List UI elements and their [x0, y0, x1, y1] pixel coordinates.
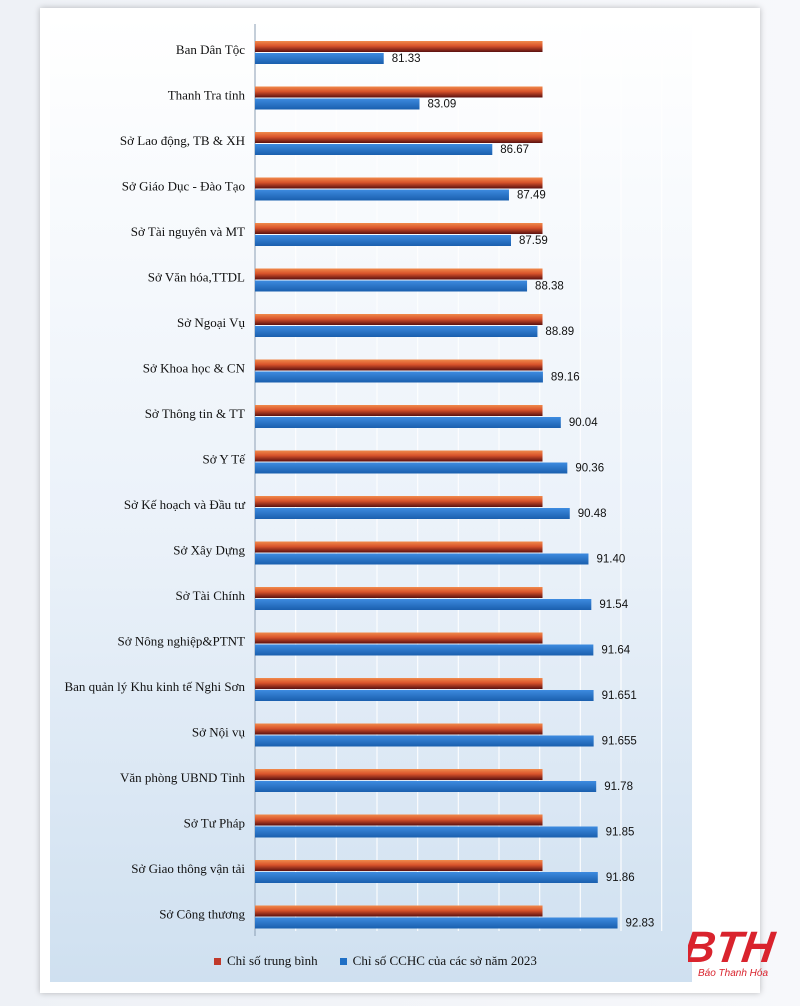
bar-index — [255, 326, 538, 337]
category-label: Sở Xây Dựng — [173, 543, 245, 558]
legend-label-index: Chỉ số CCHC của các sở năm 2023 — [352, 953, 537, 968]
chart-panel: Ban Dân Tộc 81.33 Thanh Tra tỉnh 83.09 Sở La… — [50, 16, 692, 982]
data-label: 91.54 — [599, 599, 628, 611]
bar-index — [255, 781, 597, 792]
category-label: Sở Kế hoạch và Đầu tư — [124, 497, 246, 512]
category-label: Ban quản lý Khu kinh tế Nghi Sơn — [64, 679, 245, 694]
data-label: 90.48 — [578, 508, 607, 520]
category-label: Sở Ngoại Vụ — [177, 315, 246, 330]
bar-index — [255, 917, 618, 929]
legend-label-average: Chỉ số trung bình — [227, 953, 318, 968]
bar-index — [255, 53, 384, 64]
category-label: Sở Lao động, TB & XH — [120, 133, 245, 148]
category-label: Sở Nội vụ — [192, 725, 246, 740]
bar-average — [255, 496, 543, 507]
legend-item-index: Chỉ số CCHC của các sở năm 2023 — [339, 953, 537, 969]
legend-item-average: Chỉ số trung bình — [214, 953, 318, 969]
data-label: 91.40 — [596, 554, 625, 566]
bar-index — [255, 144, 493, 155]
bar-index — [255, 98, 420, 110]
bar-average — [255, 405, 543, 416]
bar-average — [255, 860, 543, 871]
data-label: 88.89 — [545, 326, 574, 338]
category-label: Sở Thông tin & TT — [145, 406, 245, 421]
bar-average — [255, 86, 543, 98]
bar-average — [255, 814, 543, 826]
logo-subtext: Báo Thanh Hóa — [698, 968, 768, 979]
bar-average — [255, 314, 543, 325]
data-label: 91.86 — [606, 872, 635, 884]
bar-index — [255, 735, 594, 747]
data-label: 87.49 — [517, 190, 546, 202]
bar-index — [255, 553, 589, 565]
data-label: 90.04 — [569, 417, 598, 429]
category-label: Sở Giao thông vận tải — [131, 861, 245, 876]
bth-logo: BTH Báo Thanh Hóa — [688, 923, 778, 979]
bar-index — [255, 189, 509, 201]
bar-index — [255, 462, 568, 474]
data-label: 92.83 — [626, 918, 655, 930]
category-label: Sở Công thương — [159, 907, 245, 922]
logo-text: BTH — [688, 923, 778, 972]
bar-average — [255, 132, 543, 143]
bar-index — [255, 599, 592, 610]
bar-average — [255, 587, 543, 598]
category-label: Ban Dân Tộc — [176, 42, 245, 57]
bar-average — [255, 223, 543, 234]
category-label: Sở Tài nguyên và MT — [131, 224, 245, 239]
bar-index — [255, 235, 511, 246]
bar-average — [255, 769, 543, 780]
bar-average — [255, 450, 543, 462]
bar-index — [255, 280, 528, 292]
data-label: 86.67 — [500, 144, 529, 156]
category-label: Sở Khoa học & CN — [143, 361, 246, 376]
bar-average — [255, 359, 543, 371]
bar-average — [255, 41, 543, 52]
bar-index — [255, 371, 543, 383]
data-label: 91.651 — [602, 690, 637, 702]
category-label: Sở Giáo Dục - Đào Tạo — [122, 179, 245, 194]
data-label: 91.85 — [606, 827, 635, 839]
bar-average — [255, 723, 543, 735]
category-label: Sở Y Tế — [202, 452, 246, 467]
data-label: 87.59 — [519, 235, 548, 247]
category-label: Thanh Tra tỉnh — [168, 88, 246, 103]
bar-chart: Ban Dân Tộc 81.33 Thanh Tra tỉnh 83.09 Sở La… — [64, 24, 663, 936]
category-label: Văn phòng UBND Tỉnh — [120, 770, 246, 785]
data-label: 91.64 — [601, 645, 630, 657]
data-label: 91.78 — [604, 781, 633, 793]
chart-legend: Chỉ số trung bình Chỉ số CCHC của các sở… — [214, 953, 537, 969]
data-label: 83.09 — [427, 99, 456, 111]
bar-index — [255, 508, 570, 519]
legend-swatch-index — [339, 957, 347, 965]
category-label: Sở Nông nghiệp&PTNT — [118, 634, 246, 649]
data-label: 90.36 — [575, 463, 604, 475]
bar-index — [255, 644, 594, 656]
category-label: Sở Tư Pháp — [184, 816, 245, 831]
bar-average — [255, 177, 543, 189]
legend-swatch-average — [214, 957, 221, 965]
bar-index — [255, 690, 594, 701]
bar-average — [255, 268, 543, 280]
bar-index — [255, 417, 561, 428]
bar-average — [255, 632, 543, 644]
bar-average — [255, 541, 543, 553]
bar-average — [255, 678, 543, 689]
data-label: 88.38 — [535, 281, 564, 293]
data-label: 81.33 — [392, 53, 421, 65]
bar-index — [255, 872, 598, 883]
category-label: Sở Văn hóa,TTDL — [148, 270, 245, 285]
bar-average — [255, 905, 543, 917]
category-label: Sở Tài Chính — [176, 588, 246, 603]
data-label: 91.655 — [602, 736, 637, 748]
data-label: 89.16 — [551, 372, 580, 384]
bar-index — [255, 826, 598, 838]
